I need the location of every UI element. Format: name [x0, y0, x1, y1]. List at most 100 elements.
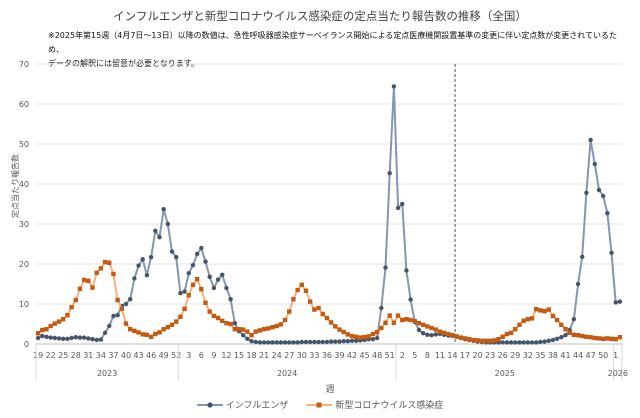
data-point — [77, 335, 83, 340]
data-point — [429, 325, 434, 331]
legend-marker-square-icon — [306, 402, 333, 407]
data-point — [383, 320, 388, 325]
data-point — [274, 323, 279, 329]
data-point — [496, 337, 501, 342]
data-point — [266, 326, 271, 331]
x-tick-label: 42 — [347, 351, 357, 360]
legend-marker-circle-icon — [196, 401, 223, 408]
data-point — [596, 336, 602, 341]
data-point — [370, 337, 376, 342]
data-point — [115, 297, 120, 303]
data-point — [98, 266, 104, 271]
data-point — [575, 281, 581, 287]
data-point — [513, 327, 518, 332]
data-point — [261, 327, 267, 332]
data-point — [148, 334, 154, 339]
data-point — [194, 251, 200, 257]
data-point — [584, 334, 589, 339]
data-point — [416, 321, 422, 326]
x-tick-label: 28 — [71, 351, 81, 360]
y-tick-label: 10 — [19, 300, 29, 309]
data-point — [412, 319, 418, 324]
data-point — [420, 322, 426, 327]
data-point — [232, 327, 238, 332]
data-point — [174, 255, 179, 260]
data-point — [550, 337, 556, 343]
data-point — [521, 318, 526, 323]
year-label: 2023 — [97, 369, 117, 378]
data-point — [462, 336, 468, 341]
data-point — [161, 327, 166, 332]
x-tick-label: 3 — [186, 351, 191, 360]
data-point — [404, 268, 409, 273]
data-point — [73, 297, 78, 303]
data-point — [228, 297, 233, 302]
data-point — [35, 331, 41, 336]
data-point — [379, 305, 384, 311]
data-point — [400, 201, 405, 207]
data-point — [190, 263, 196, 268]
data-point — [333, 324, 338, 329]
data-point — [61, 336, 66, 341]
x-tick-label: 30 — [297, 351, 307, 360]
legend-label-covid: 新型コロナウイルス感染症 — [335, 401, 444, 411]
x-tick-label: 15 — [234, 351, 244, 360]
data-point — [127, 297, 133, 302]
data-point — [471, 337, 476, 343]
data-point — [374, 335, 380, 341]
x-tick-label: 31 — [83, 351, 93, 360]
data-point — [345, 332, 351, 337]
data-point — [592, 335, 597, 341]
data-point — [253, 329, 258, 334]
x-axis-title: 週 — [325, 384, 334, 395]
data-point — [533, 307, 539, 312]
data-point — [554, 336, 560, 341]
data-point — [249, 333, 254, 338]
data-point — [115, 313, 120, 318]
data-point — [282, 317, 288, 323]
data-point — [207, 309, 212, 314]
data-point — [81, 277, 87, 283]
y-tick-label: 60 — [19, 100, 29, 109]
data-point — [420, 331, 426, 336]
data-point — [270, 325, 275, 330]
data-point — [174, 319, 179, 324]
data-point — [232, 321, 238, 326]
data-point — [617, 299, 623, 304]
data-point — [144, 332, 150, 337]
data-point — [387, 171, 392, 176]
data-point — [44, 334, 49, 339]
x-tick-label: 32 — [523, 351, 533, 360]
data-point — [140, 257, 145, 262]
data-point — [404, 317, 409, 322]
data-point — [383, 265, 388, 270]
data-point — [257, 328, 263, 333]
x-tick-label: 25 — [58, 351, 68, 360]
data-point — [567, 330, 572, 335]
data-point — [529, 340, 535, 345]
data-point — [90, 285, 95, 290]
data-point — [546, 338, 551, 343]
data-point — [354, 338, 359, 343]
data-point — [425, 324, 430, 329]
data-point — [111, 271, 116, 277]
data-point — [299, 339, 304, 345]
year-label: 2025 — [495, 369, 515, 378]
data-point — [48, 335, 53, 340]
data-point — [249, 339, 254, 344]
data-point — [303, 339, 309, 345]
data-point — [546, 307, 551, 312]
data-point — [245, 336, 250, 341]
data-point — [274, 340, 279, 345]
y-axis-title: 定点当たり報告数 — [10, 154, 20, 218]
data-point — [320, 339, 325, 345]
x-tick-label: 19 — [33, 351, 43, 360]
data-point — [69, 335, 74, 341]
data-point — [169, 322, 175, 327]
data-point — [379, 325, 384, 331]
data-point — [303, 288, 309, 293]
data-point — [94, 337, 99, 343]
data-point — [458, 335, 464, 340]
data-point — [35, 335, 41, 341]
data-point — [61, 317, 66, 322]
